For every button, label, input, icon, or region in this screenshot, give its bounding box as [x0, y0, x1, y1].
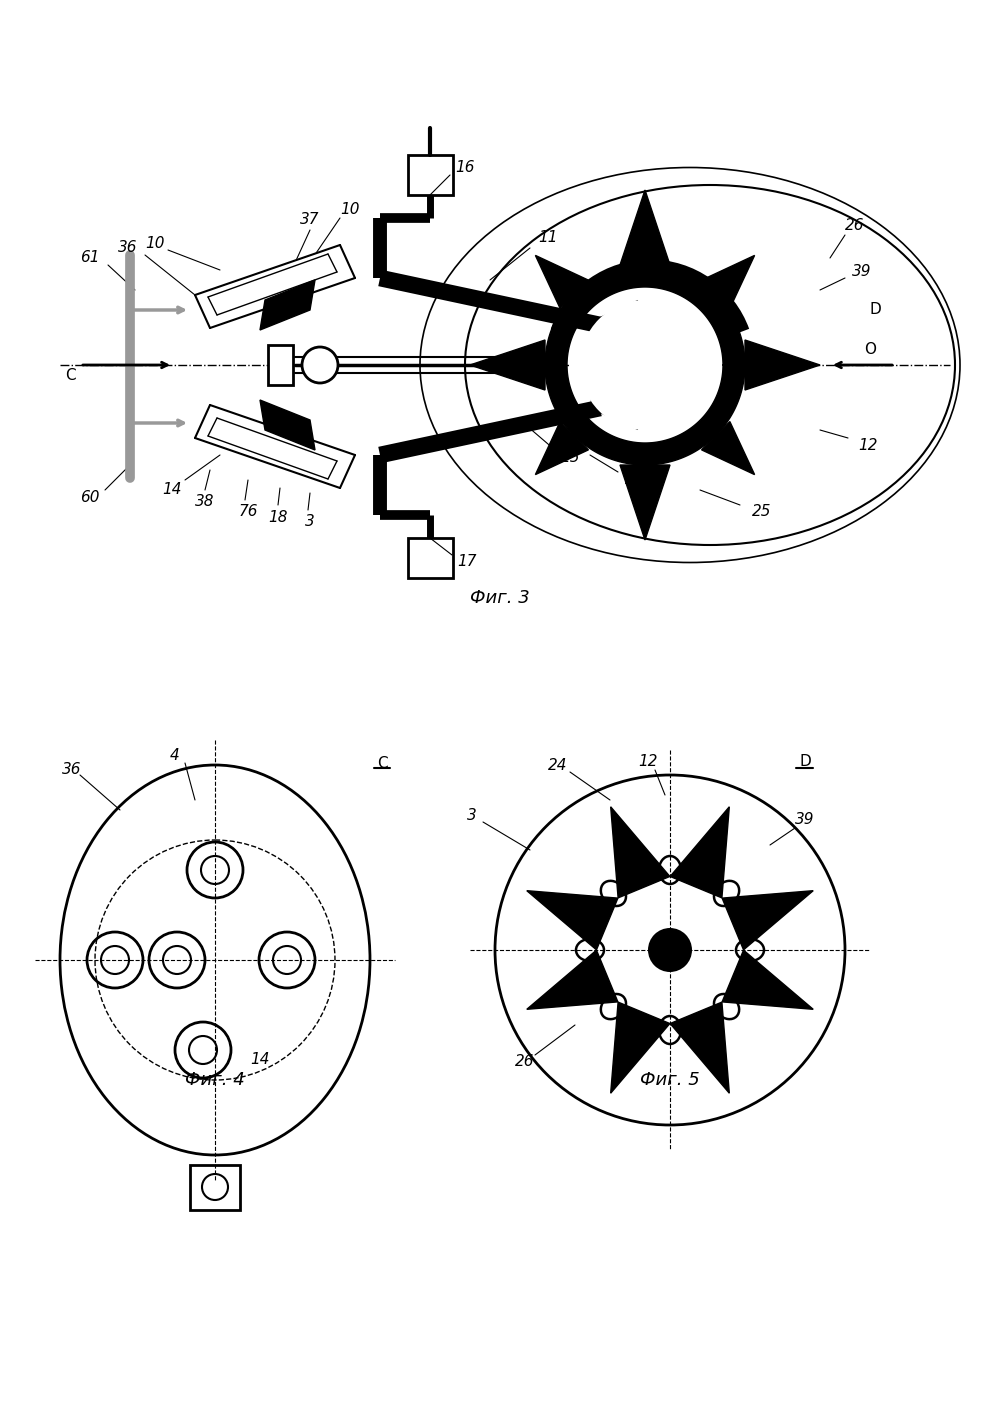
Text: 76: 76 — [238, 505, 258, 519]
Bar — [190, 1165, 240, 1210]
Polygon shape — [620, 465, 670, 540]
Bar — [408, 156, 453, 195]
Polygon shape — [527, 891, 618, 950]
Polygon shape — [670, 807, 729, 898]
Text: 10: 10 — [340, 202, 360, 218]
Text: 10: 10 — [145, 236, 165, 250]
Text: 14: 14 — [250, 1052, 270, 1068]
Polygon shape — [195, 404, 355, 488]
Polygon shape — [670, 1003, 729, 1093]
Text: 61: 61 — [80, 250, 100, 266]
Text: 15: 15 — [560, 451, 580, 465]
Text: 37: 37 — [300, 212, 320, 228]
Text: C: C — [65, 368, 75, 383]
Text: Фиг. 3: Фиг. 3 — [470, 590, 530, 607]
Text: 17: 17 — [457, 554, 477, 570]
Text: 39: 39 — [852, 264, 872, 280]
Polygon shape — [722, 891, 813, 950]
Text: 3: 3 — [467, 807, 477, 823]
Polygon shape — [611, 1003, 670, 1093]
Bar — [637, 462, 653, 478]
Text: Фиг. 4: Фиг. 4 — [185, 1070, 245, 1089]
Polygon shape — [702, 256, 755, 308]
Polygon shape — [527, 950, 618, 1010]
Polygon shape — [470, 339, 545, 390]
Text: 38: 38 — [195, 495, 215, 509]
Polygon shape — [722, 950, 813, 1010]
Polygon shape — [535, 421, 588, 475]
Circle shape — [580, 300, 710, 430]
Text: 11: 11 — [538, 230, 558, 246]
Text: 60: 60 — [80, 491, 100, 505]
Polygon shape — [195, 245, 355, 328]
Text: D: D — [799, 755, 811, 769]
Text: 12: 12 — [638, 755, 658, 769]
Polygon shape — [611, 807, 670, 898]
Polygon shape — [745, 339, 820, 390]
Text: 25: 25 — [752, 505, 772, 519]
Bar — [637, 252, 653, 269]
Text: 14: 14 — [162, 482, 182, 498]
Polygon shape — [260, 400, 315, 450]
Text: Фиг. 5: Фиг. 5 — [640, 1070, 700, 1089]
Polygon shape — [260, 280, 315, 329]
Bar — [742, 356, 758, 373]
Text: D: D — [869, 303, 881, 318]
Text: 24: 24 — [548, 758, 568, 772]
Circle shape — [569, 288, 721, 441]
Text: 26: 26 — [845, 218, 865, 232]
Bar — [408, 537, 453, 578]
Text: 18: 18 — [268, 509, 288, 525]
Text: C: C — [377, 755, 387, 771]
Text: 36: 36 — [118, 239, 138, 255]
Text: 3: 3 — [305, 515, 315, 529]
Polygon shape — [535, 256, 588, 308]
Text: 26: 26 — [515, 1055, 535, 1069]
Circle shape — [648, 928, 692, 971]
Circle shape — [302, 346, 338, 383]
Bar — [268, 345, 293, 385]
Polygon shape — [620, 189, 670, 264]
Polygon shape — [702, 421, 755, 475]
Text: 12: 12 — [858, 437, 878, 452]
Text: 39: 39 — [795, 813, 815, 827]
Polygon shape — [545, 264, 745, 465]
Text: 36: 36 — [62, 762, 82, 778]
Text: 4: 4 — [170, 748, 180, 762]
Text: O: O — [864, 342, 876, 358]
Circle shape — [530, 355, 550, 375]
Text: 16: 16 — [455, 161, 475, 175]
Text: 23: 23 — [625, 472, 645, 488]
Bar — [532, 356, 548, 373]
